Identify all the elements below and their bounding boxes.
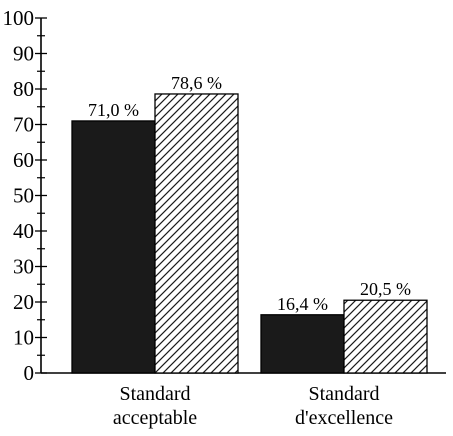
y-tick-label: 20	[13, 290, 34, 314]
bar-hatched-1	[154, 93, 239, 374]
data-labels: 71,0 % 78,6 % 16,4 % 20,5 %	[88, 73, 411, 314]
y-tick-label: 10	[13, 326, 34, 350]
data-label: 16,4 %	[277, 294, 328, 314]
y-tick-label: 70	[13, 113, 34, 137]
category-labels: Standard acceptable Standard d'excellence	[113, 383, 393, 429]
data-label: 78,6 %	[171, 73, 222, 93]
data-label: 20,5 %	[360, 279, 411, 299]
data-label: 71,0 %	[88, 100, 139, 120]
y-axis: 0 10 20 30 40 50 60 70 80 90 100	[3, 6, 47, 385]
bar-solid-1	[71, 120, 156, 374]
y-tick-label: 80	[13, 77, 34, 101]
y-tick-label: 60	[13, 148, 34, 172]
y-tick-label: 90	[13, 42, 34, 66]
y-tick-label: 0	[24, 361, 35, 385]
bar-hatched-2	[343, 299, 428, 374]
bar-solid-2	[260, 314, 345, 374]
bars	[71, 93, 428, 374]
category-label: Standard d'excellence	[295, 383, 393, 429]
category-label: Standard acceptable	[113, 383, 197, 429]
y-tick-label: 100	[3, 6, 35, 30]
y-tick-label: 30	[13, 255, 34, 279]
y-tick-label: 50	[13, 184, 34, 208]
y-tick-label: 40	[13, 219, 34, 243]
